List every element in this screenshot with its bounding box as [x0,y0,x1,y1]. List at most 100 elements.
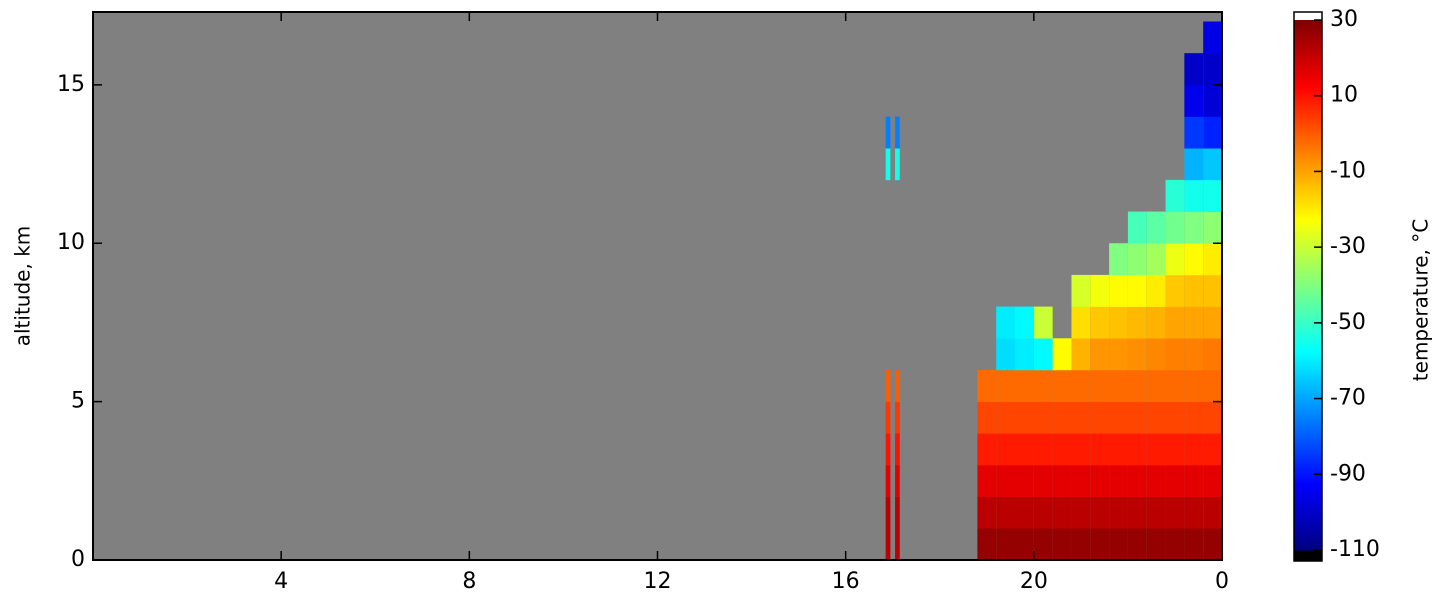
heatmap-cell [1127,338,1147,371]
colorbar-step [1294,250,1322,253]
colorbar-step [1294,490,1322,493]
colorbar-step [1294,238,1322,241]
heatmap-cell [1015,496,1034,529]
x-tick-label: 20 [1020,569,1048,594]
colorbar-step [1294,232,1322,235]
colorbar-step [1294,536,1322,539]
colorbar-step [1294,540,1322,543]
colorbar-step [1294,102,1322,105]
colorbar-tick-label: -10 [1330,158,1366,183]
y-tick-label: 5 [71,389,85,414]
heatmap-cell [1109,401,1128,434]
colorbar-tick-label: -70 [1330,386,1366,411]
colorbar-step [1294,258,1322,261]
colorbar-step [1294,122,1322,125]
colorbar-step [1294,128,1322,131]
colorbar-step [1294,478,1322,481]
heatmap-cell [1146,528,1166,561]
colorbar-step [1294,344,1322,347]
heatmap-cell [1052,464,1072,497]
colorbar-step [1294,456,1322,459]
heatmap-cell [1203,528,1222,561]
colorbar-step [1294,444,1322,447]
colorbar-step [1294,530,1322,533]
heatmap-cell [1184,243,1204,276]
colorbar-step [1294,534,1322,537]
heatmap-cell [1052,338,1072,371]
colorbar-step [1294,400,1322,403]
colorbar-step [1294,502,1322,505]
colorbar-step [1294,80,1322,83]
colorbar-step [1294,396,1322,399]
colorbar-step [1294,48,1322,51]
colorbar-step [1294,72,1322,75]
colorbar-step [1294,394,1322,397]
colorbar-step [1294,58,1322,61]
heatmap-cell [1203,496,1222,529]
heatmap-cell [1052,401,1072,434]
colorbar-step [1294,346,1322,349]
colorbar-step [1294,164,1322,167]
colorbar-step [1294,138,1322,141]
colorbar-step [1294,46,1322,49]
colorbar-step [1294,546,1322,549]
heatmap-cell [1165,496,1185,529]
colorbar-step [1294,522,1322,525]
colorbar-step [1294,242,1322,245]
colorbar-step [1294,416,1322,419]
heatmap-cell [1184,179,1204,212]
colorbar-step [1294,118,1322,121]
colorbar-step [1294,524,1322,527]
heatmap-cell [1146,464,1166,497]
heatmap-cell [1203,84,1222,117]
heatmap-cell [1071,464,1091,497]
heatmap [885,21,1222,561]
colorbar-step [1294,114,1322,117]
colorbar-step [1294,482,1322,485]
heatmap-cell [895,401,900,434]
colorbar-under [1294,550,1322,561]
colorbar-step [1294,500,1322,503]
colorbar-step [1294,294,1322,297]
heatmap-cell [1090,464,1110,497]
colorbar-step [1294,62,1322,65]
colorbar-step [1294,354,1322,357]
colorbar-step [1294,368,1322,371]
colorbar-step [1294,134,1322,137]
colorbar-step [1294,88,1322,91]
colorbar-step [1294,172,1322,175]
heatmap-cell [1090,433,1110,466]
colorbar-step [1294,296,1322,299]
colorbar-step [1294,116,1322,119]
heatmap-cell [1165,274,1185,307]
heatmap-cell [1146,274,1166,307]
colorbar-step [1294,466,1322,469]
heatmap-cell [1184,464,1204,497]
colorbar-step [1294,418,1322,421]
colorbar-step [1294,272,1322,275]
heatmap-cell [1127,306,1147,339]
colorbar-step [1294,358,1322,361]
heatmap-cell [1165,528,1185,561]
heatmap-cell [1109,496,1128,529]
colorbar-step [1294,274,1322,277]
colorbar-step [1294,298,1322,301]
colorbar-step [1294,34,1322,37]
heatmap-cell [996,528,1016,561]
heatmap-cell [1203,369,1222,402]
colorbar-step [1294,434,1322,437]
heatmap-cell [1052,496,1072,529]
heatmap-cell [1184,369,1204,402]
colorbar-step [1294,260,1322,263]
colorbar-tick-label: -50 [1330,310,1366,335]
y-tick-label: 10 [57,230,85,255]
heatmap-cell [1052,369,1072,402]
colorbar-step [1294,462,1322,465]
heatmap-cell [977,433,997,466]
heatmap-cell [1127,211,1147,244]
colorbar-step [1294,520,1322,523]
colorbar-step [1294,474,1322,477]
colorbar-step [1294,44,1322,47]
colorbar-step [1294,38,1322,41]
